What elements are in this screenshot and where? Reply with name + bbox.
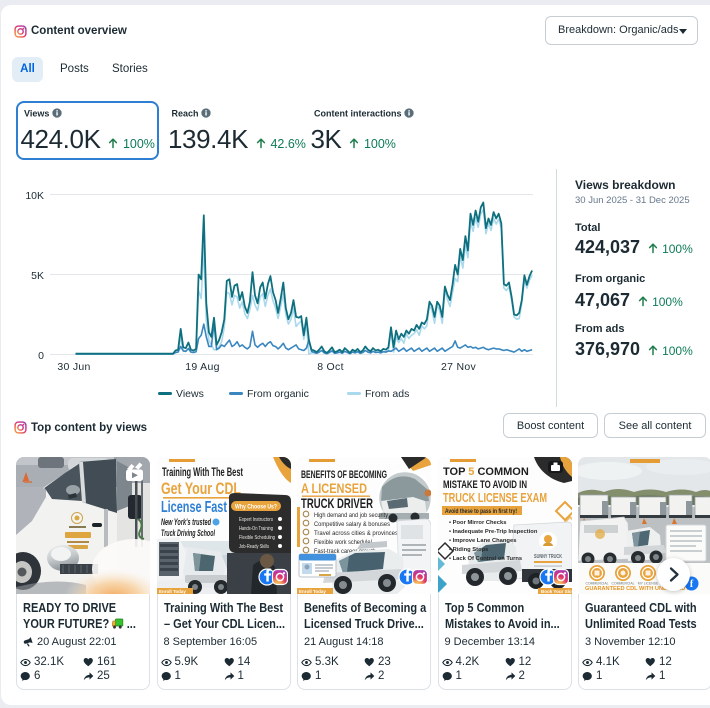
svg-text:Avoid these to pass in first t: Avoid these to pass in first try! — [445, 508, 517, 515]
svg-text:MY LICENSE: MY LICENSE — [638, 582, 659, 586]
svg-text:Hands-On Training: Hands-On Training — [239, 526, 273, 532]
svg-text:Enroll Today: Enroll Today — [159, 589, 186, 594]
svg-text:Travel across cities & provinc: Travel across cities & provinces — [314, 530, 399, 537]
svg-text:Fast-track career growth: Fast-track career growth — [314, 548, 376, 555]
svg-text:Book Your Slot: Book Your Slot — [541, 589, 572, 594]
svg-text:• Lack Of Control on Turns: • Lack Of Control on Turns — [449, 556, 522, 562]
svg-text:TRUCK LICENSE EXAM: TRUCK LICENSE EXAM — [443, 490, 547, 505]
svg-text:Training With The Best: Training With The Best — [162, 465, 243, 479]
svg-text:BENEFITS OF BECOMING: BENEFITS OF BECOMING — [301, 469, 387, 481]
svg-text:• Riding Stops: • Riding Stops — [449, 547, 488, 553]
svg-text:• Inadequate Pre-Trip Inspect: • Inadequate Pre-Trip Inspection — [449, 529, 538, 535]
svg-text:A LICENSED: A LICENSED — [301, 480, 367, 496]
svg-text:SUNNY TRUCK: SUNNY TRUCK — [534, 554, 562, 560]
svg-text:Competitive salary & bonuses: Competitive salary & bonuses — [314, 521, 391, 528]
svg-text:f: f — [690, 579, 694, 590]
svg-text:Enroll Today: Enroll Today — [299, 589, 326, 594]
svg-text:• Poor Mirror Checks: • Poor Mirror Checks — [449, 520, 506, 526]
svg-text:GUARANTEED CDL WITH UNLIMITED: GUARANTEED CDL WITH UNLIMITED R — [585, 586, 692, 592]
svg-text:Flexible Scheduling: Flexible Scheduling — [239, 535, 275, 541]
svg-text:Expert Instructors: Expert Instructors — [239, 517, 273, 523]
svg-text:New York's trusted: New York's trusted — [161, 517, 211, 527]
svg-text:Job-Ready Skills: Job-Ready Skills — [239, 544, 269, 550]
svg-text:Get Your CDL: Get Your CDL — [161, 479, 241, 498]
svg-text:License Fast: License Fast — [161, 499, 227, 516]
svg-text:Truck Driving School: Truck Driving School — [161, 528, 215, 538]
svg-text:COMMERCIAL: COMMERCIAL — [612, 582, 635, 586]
svg-text:COMMERCIAL: COMMERCIAL — [586, 582, 609, 586]
svg-text:TRUCK DRIVER: TRUCK DRIVER — [301, 495, 373, 511]
svg-text:High demand and job security: High demand and job security — [314, 512, 389, 519]
svg-text:Flexible work schedule!: Flexible work schedule! — [314, 539, 372, 546]
svg-text:Why Choose Us?: Why Choose Us? — [235, 504, 277, 511]
svg-text:• Improve Lane Changes: • Improve Lane Changes — [449, 538, 516, 544]
svg-text:MISTAKE TO AVOID IN: MISTAKE TO AVOID IN — [443, 479, 527, 491]
svg-text:TOP 5 COMMON: TOP 5 COMMON — [443, 466, 529, 478]
